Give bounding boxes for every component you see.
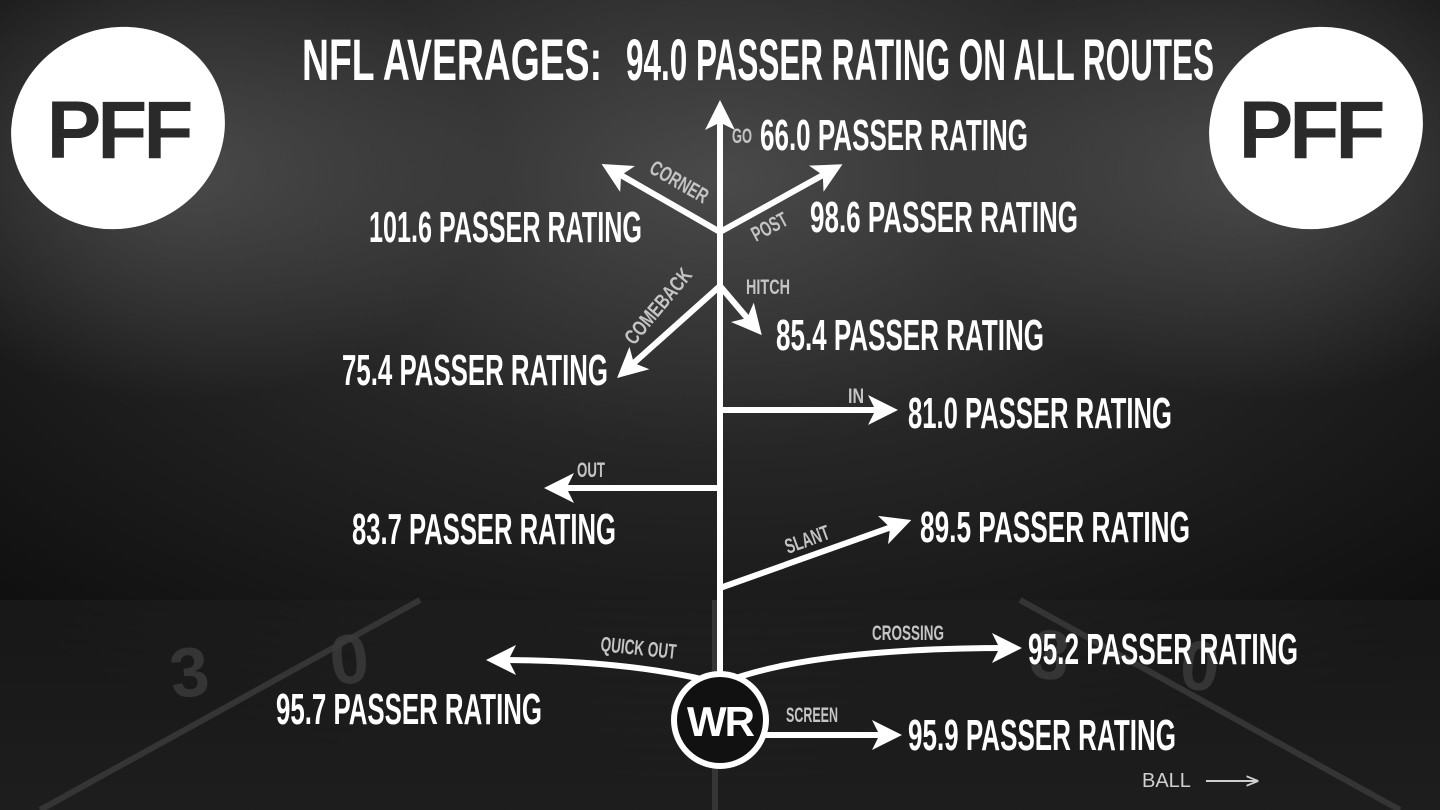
route-corner-line	[601, 164, 723, 235]
svg-text:3: 3	[166, 632, 213, 714]
wr-label: WR	[687, 698, 755, 745]
route-hitch-line	[717, 283, 762, 336]
ball-direction-indicator: BALL	[1142, 770, 1256, 792]
rating-out: 83.7 PASSER RATING	[352, 505, 616, 554]
rating-go: 66.0 PASSER RATING	[760, 111, 1028, 160]
route-go-name: GO	[732, 125, 752, 148]
pff-logo-left: PFF	[11, 26, 225, 230]
route-comeback-line	[617, 283, 723, 378]
route-crossing-line	[727, 633, 1022, 683]
rating-corner: 101.6 PASSER RATING	[369, 203, 642, 252]
rating-hitch: 85.4 PASSER RATING	[776, 311, 1044, 360]
wr-player-marker: WR	[671, 671, 769, 769]
svg-text:0: 0	[1176, 625, 1223, 707]
ball-label: BALL	[1142, 770, 1191, 792]
rating-quick-out: 95.7 PASSER RATING	[276, 685, 542, 734]
rating-comeback: 75.4 PASSER RATING	[342, 346, 608, 395]
route-out-name: OUT	[577, 459, 605, 482]
rating-in: 81.0 PASSER RATING	[908, 389, 1172, 438]
route-slant-line	[717, 515, 912, 591]
route-crossing-name: CROSSING	[872, 622, 944, 645]
route-in-name: IN	[848, 385, 864, 408]
rating-post: 98.6 PASSER RATING	[810, 193, 1078, 242]
rating-crossing: 95.2 PASSER RATING	[1028, 625, 1298, 674]
route-post-line	[717, 164, 843, 235]
pff-logo-text: PFF	[1239, 85, 1384, 176]
rating-screen: 95.9 PASSER RATING	[908, 711, 1176, 760]
pff-logo-text: PFF	[47, 85, 192, 176]
title-prefix: NFL AVERAGES:	[302, 28, 602, 93]
route-lines	[486, 100, 1022, 750]
pff-logo-right: PFF	[1209, 26, 1423, 230]
route-screen-name: SCREEN	[786, 704, 838, 727]
passer-rating-labels: 66.0 PASSER RATING 101.6 PASSER RATING 9…	[276, 111, 1298, 760]
page-title: 94.0 PASSER RATING ON ALL ROUTES	[626, 28, 1214, 93]
route-quick-out-line	[486, 645, 709, 683]
rating-slant: 89.5 PASSER RATING	[920, 503, 1190, 552]
route-hitch-name: HITCH	[746, 276, 790, 299]
field-number-30: 3 0 3 0	[166, 614, 1223, 713]
svg-text:0: 0	[326, 618, 373, 700]
svg-text:3: 3	[1027, 614, 1074, 696]
